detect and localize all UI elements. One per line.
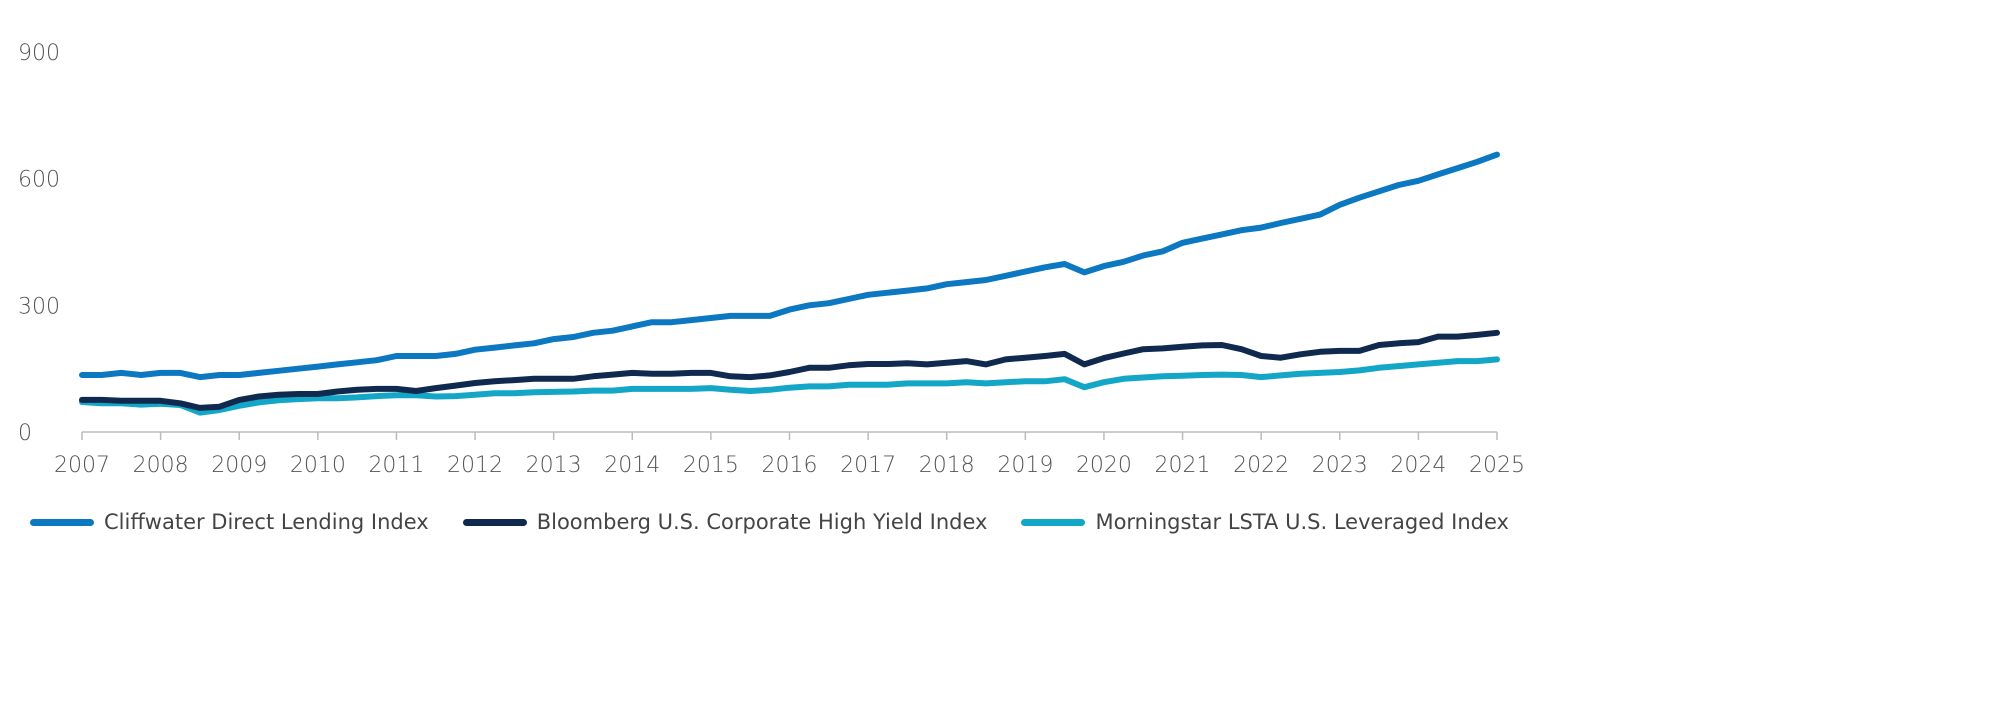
legend: Cliffwater Direct Lending Index Bloomber… bbox=[30, 510, 1509, 534]
legend-swatch-cliffwater bbox=[30, 518, 94, 526]
y-tick-label: 300 bbox=[18, 294, 60, 319]
x-tick-label: 2016 bbox=[762, 453, 818, 478]
series-line-2 bbox=[79, 356, 1500, 416]
x-tick-label: 2014 bbox=[604, 453, 660, 478]
x-tick-label: 2022 bbox=[1233, 453, 1289, 478]
legend-swatch-morningstar bbox=[1021, 518, 1086, 526]
x-tick-label: 2017 bbox=[840, 453, 896, 478]
x-tick-label: 2013 bbox=[526, 453, 582, 478]
legend-item-cliffwater: Cliffwater Direct Lending Index bbox=[30, 510, 429, 534]
x-tick-label: 2010 bbox=[290, 453, 346, 478]
x-tick-label: 2011 bbox=[368, 453, 424, 478]
x-tick-label: 2024 bbox=[1390, 453, 1446, 478]
x-tick-label: 2007 bbox=[54, 453, 110, 478]
legend-item-bloomberg: Bloomberg U.S. Corporate High Yield Inde… bbox=[462, 510, 988, 534]
x-tick-label: 2018 bbox=[919, 453, 975, 478]
x-tick-label: 2021 bbox=[1155, 453, 1211, 478]
x-tick-label: 2012 bbox=[447, 453, 503, 478]
x-tick-label: 2020 bbox=[1076, 453, 1132, 478]
legend-item-morningstar: Morningstar LSTA U.S. Leveraged Index bbox=[1021, 510, 1509, 534]
legend-label-cliffwater: Cliffwater Direct Lending Index bbox=[104, 510, 429, 534]
series-line-1 bbox=[79, 329, 1500, 411]
x-tick-label: 2025 bbox=[1469, 453, 1525, 478]
x-tick-label: 2019 bbox=[997, 453, 1053, 478]
y-tick-label: 600 bbox=[18, 168, 60, 193]
legend-label-morningstar: Morningstar LSTA U.S. Leveraged Index bbox=[1095, 510, 1509, 534]
x-tick-label: 2008 bbox=[133, 453, 189, 478]
legend-swatch-bloomberg bbox=[462, 518, 527, 526]
x-tick-label: 2009 bbox=[211, 453, 267, 478]
x-tick-label: 2023 bbox=[1312, 453, 1368, 478]
legend-label-bloomberg: Bloomberg U.S. Corporate High Yield Inde… bbox=[536, 510, 988, 534]
series-line-0 bbox=[79, 151, 1500, 381]
y-tick-label: 900 bbox=[18, 41, 60, 66]
y-tick-label: 0 bbox=[18, 421, 32, 446]
line-chart: 0 300 600 900 2007 2008 2009 2010 2011 2012 2013 20… bbox=[18, 41, 1525, 478]
x-tick-label: 2015 bbox=[683, 453, 739, 478]
